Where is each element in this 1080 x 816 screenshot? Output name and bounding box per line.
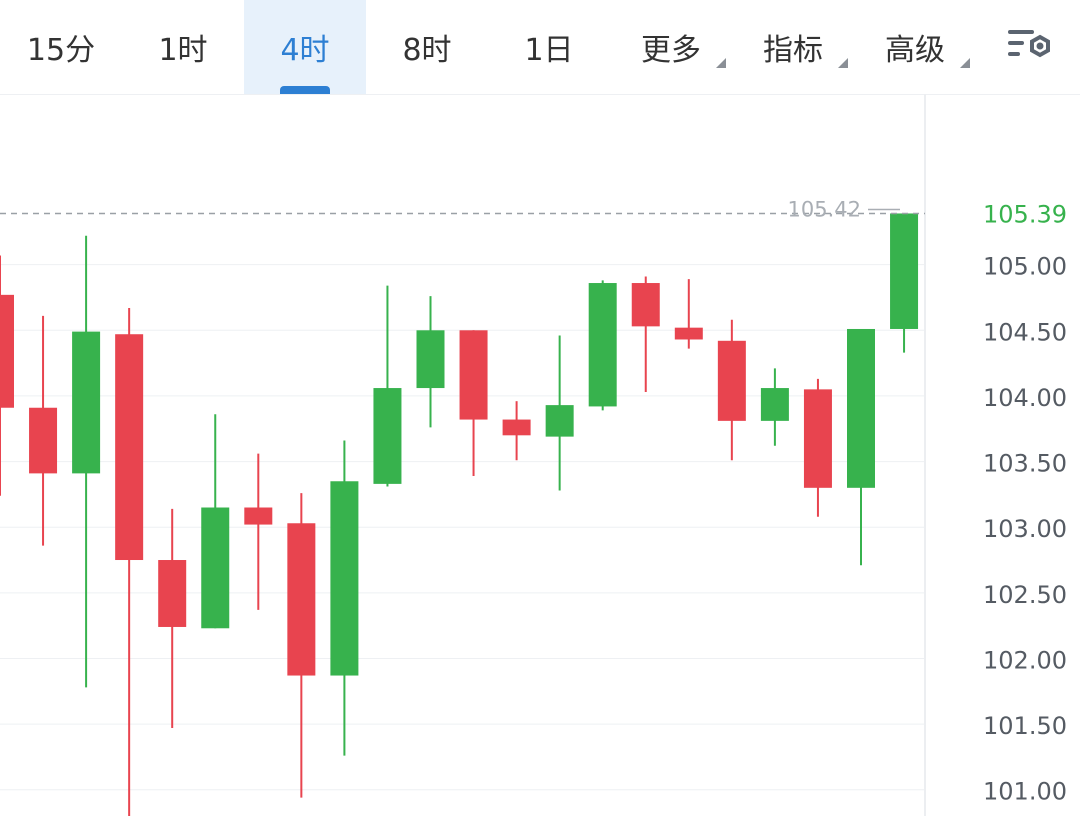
candle-body (373, 388, 402, 484)
candle[interactable] (72, 235, 101, 688)
tab-1hour[interactable]: 1时 (122, 0, 244, 94)
candle-body (244, 507, 273, 525)
y-tick-label: 105.00 (983, 253, 1067, 281)
dropdown-triangle-icon (838, 58, 848, 68)
tab-8hour[interactable]: 8时 (366, 0, 488, 94)
tab-4hour[interactable]: 4时 (244, 0, 366, 94)
chart-settings-button[interactable] (1000, 22, 1060, 72)
candle-body (631, 283, 660, 327)
tab-more-dropdown[interactable]: 更多 (610, 0, 732, 94)
price-overlay: 105.39 105.42 (0, 197, 1080, 230)
price-axis: 105.00 104.50 104.00 103.50 103.00 102.50 102.… (983, 253, 1067, 806)
candle[interactable] (717, 319, 746, 461)
candle[interactable] (330, 440, 359, 756)
candle[interactable] (674, 279, 703, 349)
y-tick-label: 102.00 (983, 646, 1067, 674)
candle[interactable] (244, 453, 273, 610)
tab-label: 1时 (158, 33, 208, 68)
candlestick-chart[interactable]: 105.00 104.50 104.00 103.50 103.00 102.50 102.… (0, 94, 1080, 816)
candle-body (287, 523, 316, 676)
candle[interactable] (803, 378, 832, 517)
candle-body (545, 405, 574, 437)
y-tick-label: 104.50 (983, 318, 1067, 346)
candle[interactable] (459, 330, 488, 477)
tab-label: 1日 (524, 33, 574, 68)
candle-body (847, 328, 875, 488)
candle[interactable] (29, 315, 58, 546)
current-price-tag (927, 197, 1080, 230)
candle[interactable] (847, 328, 875, 566)
candle-body (588, 283, 617, 407)
tab-label: 更多 (641, 33, 701, 68)
candle[interactable] (287, 493, 316, 798)
candle-body (502, 419, 531, 436)
tab-label: 4时 (280, 33, 330, 68)
tab-label: 8时 (402, 33, 452, 68)
candle[interactable] (890, 213, 919, 353)
candle[interactable] (502, 401, 531, 461)
candle[interactable] (588, 280, 617, 411)
y-tick-label: 102.50 (983, 581, 1067, 609)
candle-body (416, 330, 445, 389)
candle[interactable] (416, 296, 445, 428)
tab-label: 15分 (26, 33, 96, 68)
grid-lines (0, 264, 925, 791)
active-tab-indicator (280, 86, 330, 94)
candle-body (158, 560, 187, 627)
tab-label: 高级 (885, 33, 945, 68)
tab-label: 指标 (763, 33, 823, 68)
candle-body (115, 334, 144, 561)
candle-body (201, 507, 230, 629)
y-tick-label: 101.50 (983, 712, 1067, 740)
candle-body (760, 388, 789, 421)
tab-15min[interactable]: 15分 (0, 0, 122, 94)
y-tick-label: 103.00 (983, 515, 1067, 543)
candle-body (674, 327, 703, 340)
candle-body (29, 407, 58, 474)
candle-body (0, 294, 14, 408)
tab-indicators-dropdown[interactable]: 指标 (732, 0, 854, 94)
high-price-label: 105.42 (788, 198, 861, 222)
tab-advanced-dropdown[interactable]: 高级 (854, 0, 976, 94)
candle-body (330, 481, 359, 676)
y-tick-label: 104.00 (983, 384, 1067, 412)
dropdown-triangle-icon (960, 58, 970, 68)
candle[interactable] (760, 368, 789, 446)
dropdown-triangle-icon (716, 58, 726, 68)
current-price-label: 105.39 (983, 200, 1067, 228)
candle[interactable] (201, 414, 230, 629)
candle-body (890, 213, 919, 329)
timeframe-toolbar: 15分 1时 4时 8时 1日 更多 指标 高级 (0, 0, 1080, 95)
candle[interactable] (545, 335, 574, 491)
candles-group (0, 213, 919, 816)
tab-1day[interactable]: 1日 (488, 0, 610, 94)
candle[interactable] (158, 508, 187, 729)
candle[interactable] (115, 307, 144, 816)
y-tick-label: 101.00 (983, 778, 1067, 806)
candle-body (459, 330, 488, 420)
candle-body (803, 389, 832, 488)
candle[interactable] (373, 285, 402, 487)
candle[interactable] (631, 276, 660, 392)
y-tick-label: 103.50 (983, 450, 1067, 478)
chart-settings-icon (1008, 30, 1050, 58)
candle[interactable] (0, 255, 14, 496)
candle-body (717, 340, 746, 421)
candle-body (72, 331, 101, 474)
